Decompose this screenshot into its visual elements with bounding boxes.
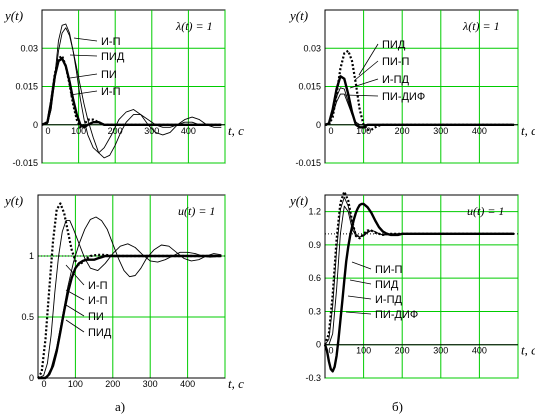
y-axis-label: y(t) bbox=[3, 193, 23, 208]
chart-b_top: 0 100 200 300 400 -0.015 0 0.015 0.03 y(t) t, c λ(t… bbox=[288, 8, 535, 168]
y-tick-label: 0 bbox=[29, 373, 34, 383]
x-axis-label: t, c bbox=[521, 343, 535, 358]
caption-a: а) bbox=[115, 399, 126, 414]
y-tick-label: 0.015 bbox=[298, 82, 321, 92]
x-tick-label: 0 bbox=[41, 379, 46, 389]
series-line bbox=[41, 57, 222, 129]
legend-label: ПИ bbox=[88, 311, 104, 323]
legend-label: И-П bbox=[101, 36, 121, 48]
legend-leader-line bbox=[344, 94, 379, 97]
legend-label: ПИ-П bbox=[375, 264, 402, 276]
x-tick-label: 200 bbox=[395, 126, 410, 136]
legend-label: И-П bbox=[88, 280, 108, 292]
legend-label: И-ПД bbox=[382, 74, 409, 86]
x-tick-label: 400 bbox=[180, 379, 195, 389]
series-line bbox=[37, 220, 222, 379]
x-tick-label: 300 bbox=[143, 379, 158, 389]
x-tick-label: 0 bbox=[45, 126, 50, 136]
legend-leader-line bbox=[345, 311, 372, 315]
legend-leader-line bbox=[347, 295, 372, 300]
y-tick-label: 0.015 bbox=[15, 82, 38, 92]
y-tick-label: -0.015 bbox=[12, 158, 38, 168]
x-tick-label: 100 bbox=[356, 346, 371, 356]
legend-label: ПИД bbox=[101, 51, 125, 63]
y-axis-label: y(t) bbox=[288, 193, 308, 208]
legend-label: ПИ-ДИФ bbox=[375, 309, 418, 321]
y-tick-label: 0.03 bbox=[20, 43, 38, 53]
x-tick-label: 200 bbox=[105, 379, 120, 389]
series-line bbox=[324, 93, 515, 126]
chart-a_bottom: 0 100 200 300 400 0 0.5 1 y(t) t, c u(t) = 1 И-П И-П… bbox=[3, 193, 244, 391]
legend-label: ПИ bbox=[101, 69, 117, 81]
series-line bbox=[38, 216, 222, 379]
legend-leader-line bbox=[65, 304, 85, 317]
legend-leader-line bbox=[351, 261, 372, 270]
y-tick-label: 1 bbox=[29, 251, 34, 261]
x-axis-label: t, c bbox=[228, 376, 244, 391]
x-tick-label: 100 bbox=[68, 379, 83, 389]
input-label: λ(t) = 1 bbox=[175, 19, 213, 33]
y-tick-label: 0.6 bbox=[308, 273, 321, 283]
series-line bbox=[323, 202, 515, 373]
legend-leader-line bbox=[69, 54, 98, 57]
y-tick-label: 1.2 bbox=[308, 207, 321, 217]
legend-label: ПИ-П bbox=[382, 56, 409, 68]
legend-label: ПИД bbox=[375, 279, 399, 291]
chart-a_top: 0 100 200 300 400 -0.015 0 0.015 0.03 y(t) t, c λ(t… bbox=[3, 8, 244, 168]
legend-leader-line bbox=[349, 78, 379, 89]
x-axis-label: t, c bbox=[228, 123, 244, 138]
legend-leader-line bbox=[73, 37, 98, 42]
x-tick-label: 400 bbox=[472, 126, 487, 136]
y-tick-label: 0 bbox=[316, 120, 321, 130]
chart-b_bottom: 0 100 200 300 400 -0.3 0 0.3 0.6 0.9 1.2y(t) t, c u(… bbox=[288, 190, 535, 383]
series-line bbox=[41, 27, 222, 159]
x-tick-label: 100 bbox=[71, 126, 86, 136]
y-tick-label: 0.9 bbox=[308, 240, 321, 250]
input-label: u(t) = 1 bbox=[467, 204, 504, 218]
legend-label: ПИД bbox=[88, 327, 112, 339]
x-tick-label: 200 bbox=[395, 346, 410, 356]
x-tick-label: 0 bbox=[328, 346, 333, 356]
x-tick-label: 300 bbox=[433, 346, 448, 356]
legend-label: И-П bbox=[101, 86, 121, 98]
x-tick-label: 100 bbox=[356, 126, 371, 136]
input-label: λ(t) = 1 bbox=[462, 19, 500, 33]
legend-leader-line bbox=[349, 279, 372, 285]
input-label: u(t) = 1 bbox=[178, 204, 215, 218]
x-tick-label: 300 bbox=[144, 126, 159, 136]
legend-label: И-П bbox=[88, 295, 108, 307]
y-tick-label: 0.5 bbox=[21, 312, 34, 322]
x-tick-label: 200 bbox=[108, 126, 123, 136]
legend-leader-line bbox=[354, 60, 379, 81]
x-tick-label: 400 bbox=[472, 346, 487, 356]
legend-leader-line bbox=[65, 319, 85, 333]
y-axis-label: y(t) bbox=[288, 8, 308, 23]
x-tick-label: 0 bbox=[328, 126, 333, 136]
legend-label: ПИ-ДИФ bbox=[382, 91, 425, 103]
legend-label: ПИД bbox=[382, 39, 406, 51]
y-tick-label: -0.3 bbox=[305, 373, 321, 383]
legend-label: И-ПД bbox=[375, 294, 402, 306]
y-tick-label: 0 bbox=[316, 340, 321, 350]
series-line bbox=[38, 254, 222, 380]
x-axis-label: t, c bbox=[521, 123, 535, 138]
legend-leader-line bbox=[65, 289, 85, 301]
y-tick-label: -0.015 bbox=[295, 158, 321, 168]
legend-leader-line bbox=[65, 264, 85, 286]
y-tick-label: 0.3 bbox=[308, 306, 321, 316]
legend-leader-line bbox=[69, 73, 98, 79]
x-tick-label: 400 bbox=[181, 126, 196, 136]
series-line bbox=[41, 23, 222, 154]
series-line bbox=[37, 202, 222, 379]
legend-leader-line bbox=[69, 90, 98, 96]
y-tick-label: 0.03 bbox=[303, 43, 321, 53]
y-axis-label: y(t) bbox=[3, 8, 23, 23]
y-tick-label: 0 bbox=[33, 120, 38, 130]
legend-leader-line bbox=[358, 43, 379, 76]
caption-b: б) bbox=[392, 399, 403, 414]
x-tick-label: 300 bbox=[433, 126, 448, 136]
